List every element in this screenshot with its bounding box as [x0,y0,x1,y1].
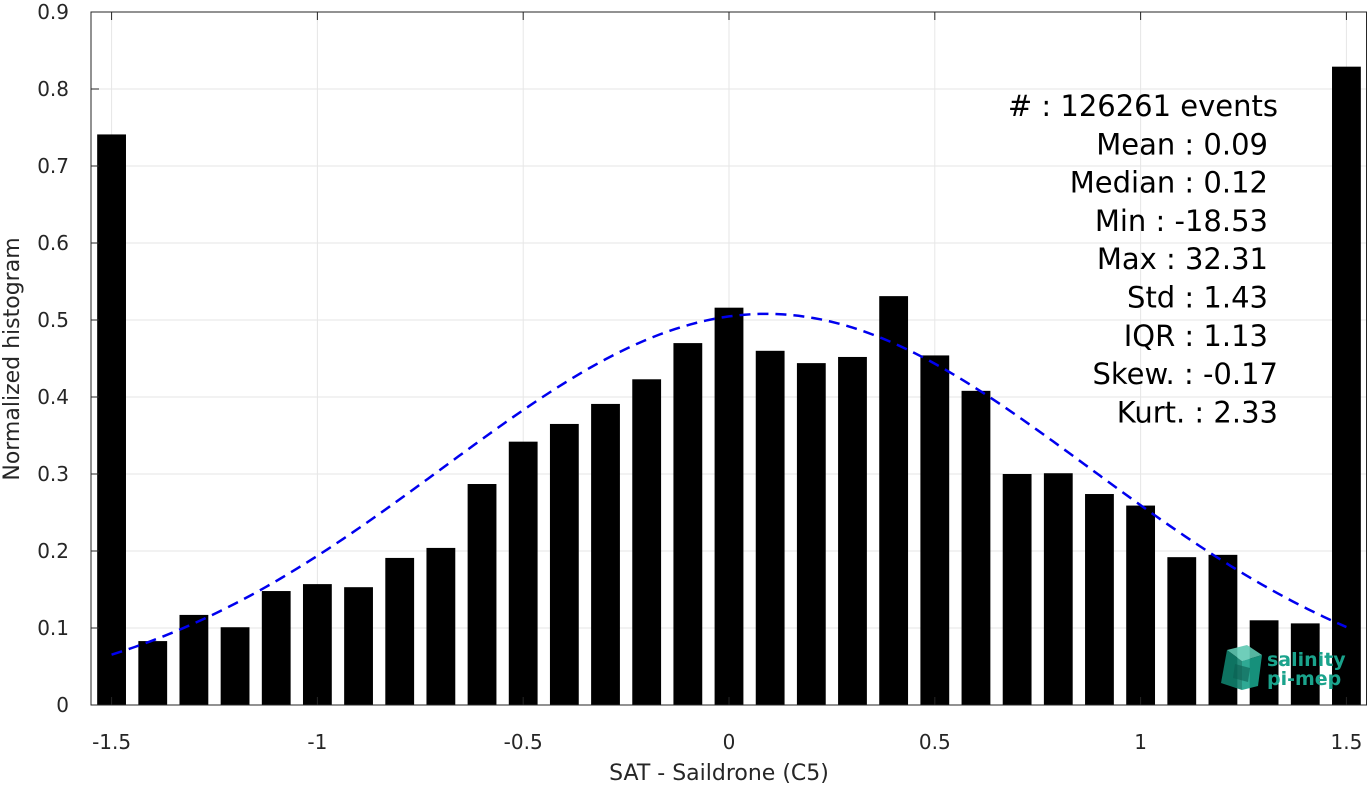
y-tick-label: 0.8 [37,77,69,101]
histogram-bars [97,66,1361,706]
histogram-bar [385,557,415,705]
histogram-bar [261,591,291,705]
histogram-bar [302,584,332,705]
histogram-bar [220,627,250,705]
stat-line: Mean : 0.09 [1096,127,1268,161]
logo-text-salinity: salinity [1267,649,1346,671]
histogram-bar [97,134,126,705]
histogram-bar [1002,474,1032,705]
histogram-bar [961,390,991,705]
stat-line: IQR : 1.13 [1124,319,1268,353]
histogram-bar [1290,623,1320,705]
y-axis-title: Normalized histogram [0,237,25,480]
stat-line: Median : 0.12 [1070,166,1268,200]
histogram-bar [344,587,373,705]
y-tick-label: 0.7 [37,154,69,178]
x-tick-label: 1 [1134,730,1147,754]
stat-line: Max : 32.31 [1097,242,1268,276]
stat-line: Std : 1.43 [1127,281,1268,315]
histogram-bar [1085,494,1114,705]
x-tick-label: 0.5 [919,730,951,754]
histogram-bar [920,355,950,705]
histogram-bar [591,403,620,705]
histogram-bar [1126,505,1156,705]
histogram-bar [796,363,826,705]
histogram-bar [755,350,785,705]
histogram-bar [549,423,579,705]
x-tick-label: 1.5 [1331,730,1363,754]
histogram-bar [1332,66,1361,706]
tick-labels: -1.5 -1 -0.5 0 0.5 1 1.5 0 0.1 0.2 0.3 0.4 0.5 0.6 0.7… [37,0,1362,754]
x-axis-title: SAT - Saildrone (C5) [609,761,829,785]
x-tick-label: -1 [307,730,327,754]
histogram-bar [179,614,209,705]
y-tick-label: 0.9 [37,0,69,24]
y-tick-label: 0.5 [37,308,69,332]
histogram-bar [838,356,867,705]
histogram-bar [138,641,168,705]
stat-line: # : 126261 events [1008,89,1278,123]
stats-box: # : 126261 events Mean : 0.09 Median : 0.1… [1008,89,1278,429]
stat-line: Skew. : -0.17 [1092,357,1278,391]
histogram-bar [508,441,538,705]
histogram-bar [426,547,456,705]
histogram-bar [714,307,744,705]
x-tick-label: -0.5 [504,730,543,754]
salinity-pimep-logo: salinity pi-mep [1221,645,1346,690]
y-tick-label: 0.3 [37,462,69,486]
histogram-bar [1043,473,1073,705]
histogram-bar [1167,557,1197,705]
x-tick-label: -1.5 [92,730,131,754]
logo-text-pimep: pi-mep [1267,668,1341,690]
histogram-bar [467,484,497,705]
histogram-bar [879,296,909,705]
y-tick-label: 0.6 [37,231,69,255]
stat-line: Kurt. : 2.33 [1117,395,1278,429]
x-tick-label: 0 [723,730,736,754]
y-tick-label: 0 [56,693,69,717]
y-tick-label: 0.2 [37,539,69,563]
histogram-bar [632,379,662,705]
gaussian-fit [111,312,1347,656]
y-tick-label: 0.4 [37,385,69,409]
stat-line: Min : -18.53 [1095,204,1268,238]
fit-curve-line [111,312,1347,656]
y-tick-label: 0.1 [37,616,69,640]
cube-icon [1221,645,1262,690]
histogram-bar [673,343,703,705]
